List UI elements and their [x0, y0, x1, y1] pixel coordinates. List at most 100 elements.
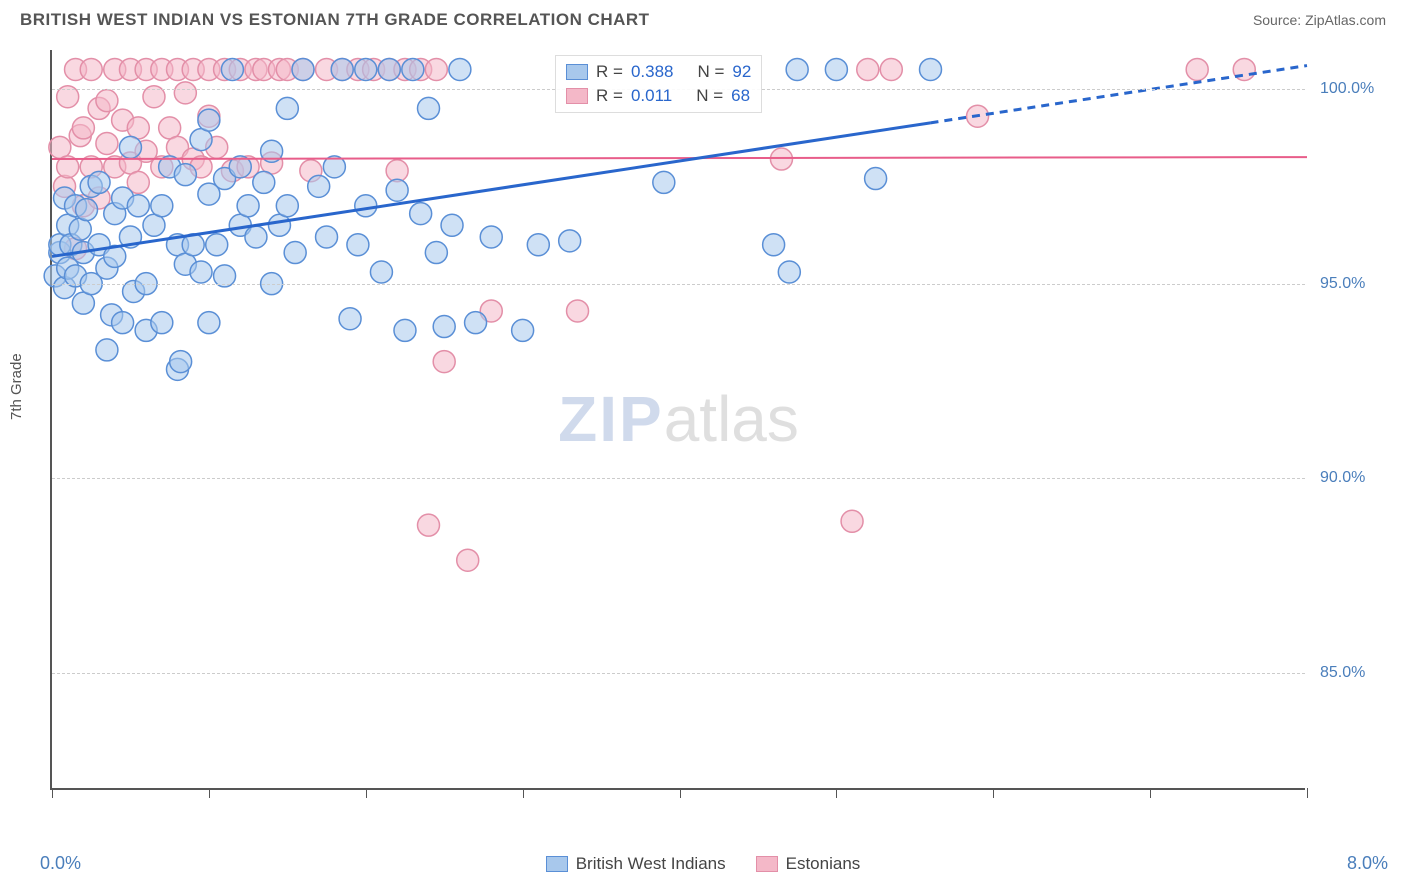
data-point [308, 175, 330, 197]
data-point [441, 214, 463, 236]
data-point [174, 82, 196, 104]
stats-legend-box: R = 0.388 N = 92 R = 0.011 N = 68 [555, 55, 762, 113]
data-point [206, 234, 228, 256]
data-point [1186, 58, 1208, 80]
data-point [763, 234, 785, 256]
data-point [284, 242, 306, 264]
data-point [80, 58, 102, 80]
legend-swatch-b-icon [756, 856, 778, 872]
y-tick-label: 95.0% [1320, 275, 1390, 293]
y-axis-label: 7th Grade [8, 353, 25, 420]
r-value-b: 0.011 [631, 86, 672, 106]
data-point [316, 226, 338, 248]
data-point [418, 514, 440, 536]
data-point [88, 171, 110, 193]
data-point [770, 148, 792, 170]
title-bar: BRITISH WEST INDIAN VS ESTONIAN 7TH GRAD… [0, 0, 1406, 36]
data-point [786, 58, 808, 80]
data-point [190, 261, 212, 283]
data-point [465, 312, 487, 334]
data-point [512, 319, 534, 341]
data-point [198, 312, 220, 334]
gridline [52, 478, 1305, 479]
data-point [112, 312, 134, 334]
data-point [653, 171, 675, 193]
data-point [198, 109, 220, 131]
legend-label-a: British West Indians [576, 854, 726, 874]
data-point [276, 195, 298, 217]
stats-row-a: R = 0.388 N = 92 [566, 60, 751, 84]
data-point [127, 117, 149, 139]
data-point [370, 261, 392, 283]
y-tick-label: 90.0% [1320, 469, 1390, 487]
data-point [865, 168, 887, 190]
data-point [433, 316, 455, 338]
data-point [339, 308, 361, 330]
data-point [237, 195, 259, 217]
n-label-b: N = [696, 86, 723, 106]
data-point [96, 90, 118, 112]
data-point [425, 58, 447, 80]
chart-title: BRITISH WEST INDIAN VS ESTONIAN 7TH GRAD… [20, 10, 650, 30]
data-point [425, 242, 447, 264]
data-point [72, 117, 94, 139]
data-point [119, 136, 141, 158]
y-tick-label: 85.0% [1320, 664, 1390, 682]
data-point [402, 58, 424, 80]
x-tick [1307, 788, 1308, 798]
data-point [292, 58, 314, 80]
x-tick [366, 788, 367, 798]
data-point [480, 226, 502, 248]
data-point [857, 58, 879, 80]
x-tick [209, 788, 210, 798]
r-label-b: R = [596, 86, 623, 106]
data-point [394, 319, 416, 341]
data-point [410, 203, 432, 225]
data-point [174, 164, 196, 186]
data-point [880, 58, 902, 80]
data-point [559, 230, 581, 252]
data-point [221, 58, 243, 80]
plot-area: ZIPatlas 100.0%95.0%90.0%85.0% [50, 50, 1305, 790]
n-value-a: 92 [732, 62, 751, 82]
y-tick-label: 100.0% [1320, 80, 1390, 98]
data-point [527, 234, 549, 256]
data-point [567, 300, 589, 322]
data-point [268, 214, 290, 236]
x-tick [680, 788, 681, 798]
data-point [920, 58, 942, 80]
x-tick [836, 788, 837, 798]
gridline [52, 284, 1305, 285]
data-point [347, 234, 369, 256]
data-point [190, 129, 212, 151]
data-point [457, 549, 479, 571]
legend-item-a: British West Indians [546, 854, 726, 874]
data-point [72, 292, 94, 314]
data-point [76, 199, 98, 221]
chart-svg [52, 50, 1305, 788]
data-point [355, 195, 377, 217]
x-tick [523, 788, 524, 798]
data-point [245, 226, 267, 248]
data-point [825, 58, 847, 80]
data-point [433, 351, 455, 373]
n-value-b: 68 [731, 86, 750, 106]
swatch-a-icon [566, 64, 588, 80]
data-point [253, 171, 275, 193]
bottom-legend: British West Indians Estonians [0, 854, 1406, 874]
data-point [151, 195, 173, 217]
data-point [449, 58, 471, 80]
data-point [151, 312, 173, 334]
data-point [331, 58, 353, 80]
stats-row-b: R = 0.011 N = 68 [566, 84, 751, 108]
data-point [378, 58, 400, 80]
data-point [127, 195, 149, 217]
x-tick [1150, 788, 1151, 798]
data-point [386, 179, 408, 201]
data-point [49, 136, 71, 158]
swatch-b-icon [566, 88, 588, 104]
data-point [355, 58, 377, 80]
data-point [143, 214, 165, 236]
trend-line-dashed [931, 66, 1308, 123]
r-value-a: 0.388 [631, 62, 674, 82]
